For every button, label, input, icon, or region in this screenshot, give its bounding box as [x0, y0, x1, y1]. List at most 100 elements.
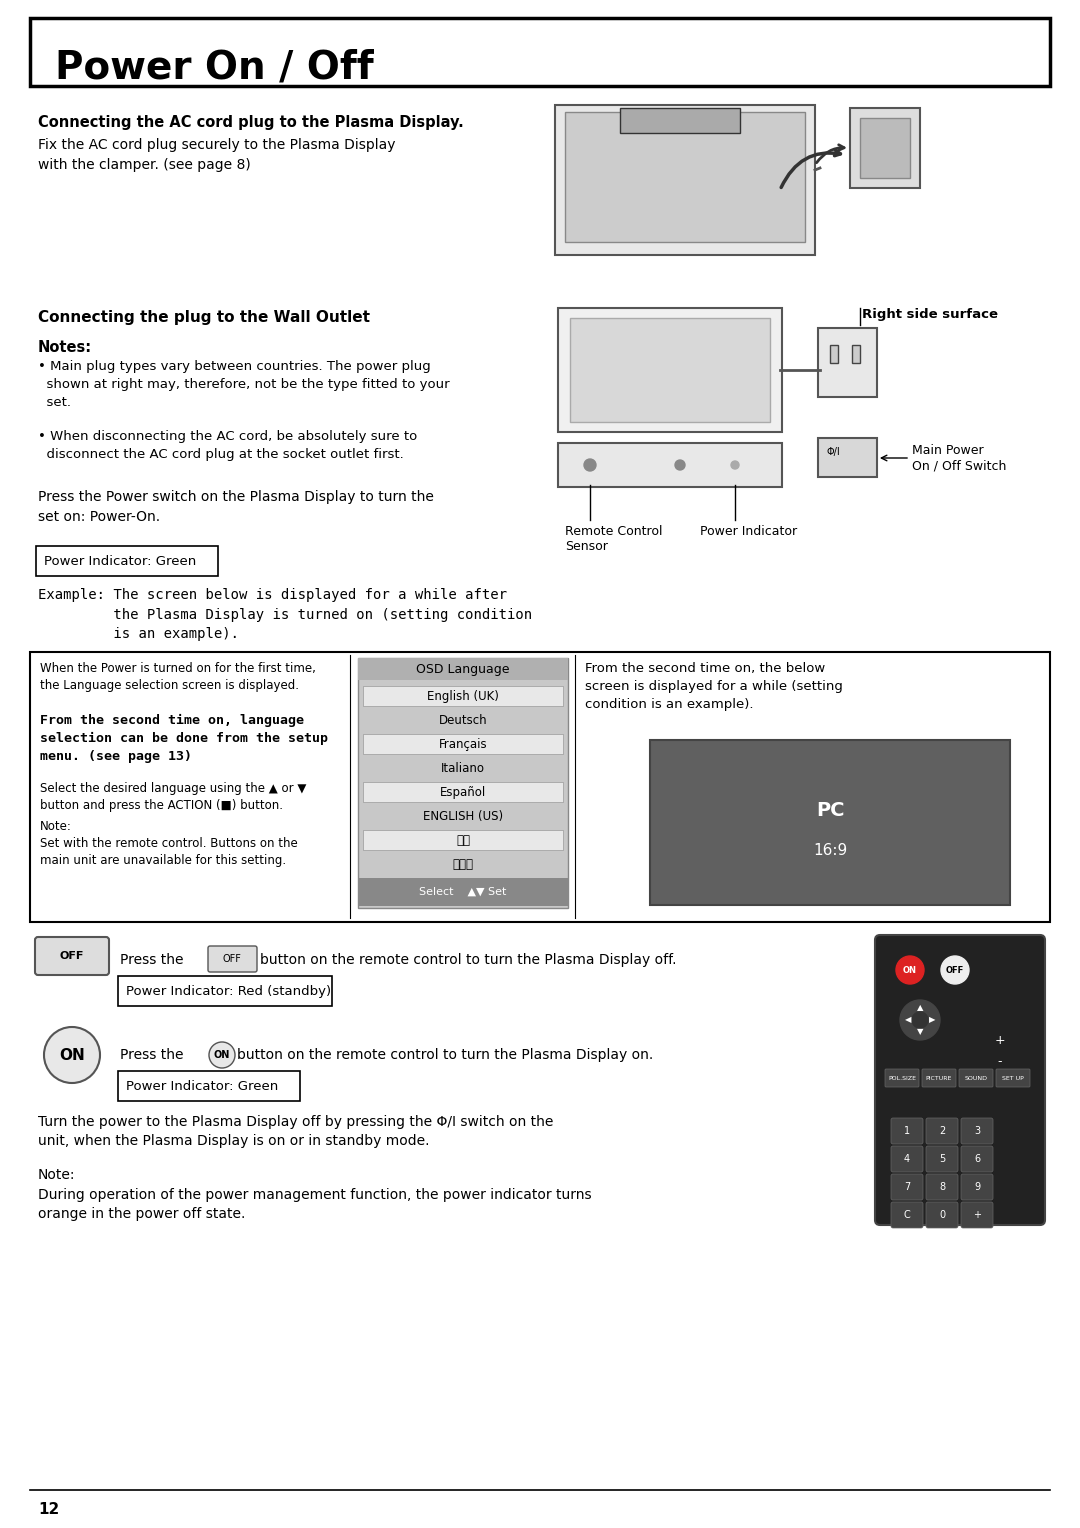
FancyBboxPatch shape — [208, 946, 257, 972]
Text: Example: The screen below is displayed for a while after
         the Plasma Dis: Example: The screen below is displayed f… — [38, 588, 532, 642]
Text: Press the: Press the — [120, 953, 184, 967]
FancyBboxPatch shape — [565, 112, 805, 241]
Text: OSD Language: OSD Language — [416, 663, 510, 675]
FancyBboxPatch shape — [961, 1203, 993, 1229]
Text: 2: 2 — [939, 1126, 945, 1135]
FancyBboxPatch shape — [850, 108, 920, 188]
Text: OFF: OFF — [59, 950, 84, 961]
Text: Power Indicator: Red (standby): Power Indicator: Red (standby) — [126, 984, 332, 998]
Text: OFF: OFF — [222, 953, 242, 964]
FancyBboxPatch shape — [875, 935, 1045, 1225]
FancyBboxPatch shape — [885, 1070, 919, 1086]
Text: ON: ON — [903, 966, 917, 975]
FancyBboxPatch shape — [961, 1174, 993, 1199]
Text: Español: Español — [440, 785, 486, 799]
Text: 0: 0 — [939, 1210, 945, 1219]
FancyBboxPatch shape — [30, 18, 1050, 86]
Text: Main Power
On / Off Switch: Main Power On / Off Switch — [912, 445, 1007, 472]
Text: PC: PC — [815, 801, 845, 819]
Text: Connecting the AC cord plug to the Plasma Display.: Connecting the AC cord plug to the Plasm… — [38, 115, 463, 130]
Text: ▲: ▲ — [917, 1004, 923, 1013]
Text: ▼: ▼ — [917, 1027, 923, 1036]
Circle shape — [44, 1027, 100, 1083]
Text: ENGLISH (US): ENGLISH (US) — [423, 810, 503, 822]
FancyBboxPatch shape — [891, 1174, 923, 1199]
Text: 9: 9 — [974, 1183, 980, 1192]
FancyBboxPatch shape — [891, 1203, 923, 1229]
Text: C: C — [904, 1210, 910, 1219]
Text: Select    ▲▼ Set: Select ▲▼ Set — [419, 886, 507, 897]
FancyBboxPatch shape — [818, 439, 877, 477]
Text: From the second time on, the below
screen is displayed for a while (setting
cond: From the second time on, the below scree… — [585, 662, 842, 711]
Text: Φ/I: Φ/I — [826, 448, 840, 457]
FancyBboxPatch shape — [36, 545, 218, 576]
Text: +: + — [995, 1033, 1005, 1047]
Text: Power Indicator: Green: Power Indicator: Green — [44, 555, 197, 567]
FancyBboxPatch shape — [831, 345, 838, 364]
Text: 7: 7 — [904, 1183, 910, 1192]
Text: +: + — [973, 1210, 981, 1219]
Text: Power On / Off: Power On / Off — [55, 47, 374, 86]
FancyBboxPatch shape — [961, 1118, 993, 1144]
FancyBboxPatch shape — [570, 318, 770, 422]
FancyBboxPatch shape — [363, 782, 563, 802]
Text: Right side surface: Right side surface — [862, 309, 998, 321]
Text: When the Power is turned on for the first time,
the Language selection screen is: When the Power is turned on for the firs… — [40, 662, 315, 692]
FancyBboxPatch shape — [891, 1146, 923, 1172]
Text: Fix the AC cord plug securely to the Plasma Display
with the clamper. (see page : Fix the AC cord plug securely to the Pla… — [38, 138, 395, 171]
Circle shape — [912, 1012, 928, 1028]
Text: 1: 1 — [904, 1126, 910, 1135]
FancyBboxPatch shape — [926, 1146, 958, 1172]
Text: ◀: ◀ — [905, 1016, 912, 1024]
Text: SOUND: SOUND — [964, 1076, 987, 1080]
Circle shape — [675, 460, 685, 471]
Text: 5: 5 — [939, 1154, 945, 1164]
FancyBboxPatch shape — [926, 1203, 958, 1229]
FancyBboxPatch shape — [555, 105, 815, 255]
Text: SET UP: SET UP — [1002, 1076, 1024, 1080]
Text: Connecting the plug to the Wall Outlet: Connecting the plug to the Wall Outlet — [38, 310, 370, 325]
FancyBboxPatch shape — [357, 659, 568, 908]
Text: button on the remote control to turn the Plasma Display on.: button on the remote control to turn the… — [237, 1048, 653, 1062]
Text: Press the: Press the — [120, 1048, 184, 1062]
Text: Power Indicator: Power Indicator — [700, 526, 797, 538]
FancyBboxPatch shape — [818, 329, 877, 397]
Text: 中文: 中文 — [456, 833, 470, 847]
Text: • Main plug types vary between countries. The power plug
  shown at right may, t: • Main plug types vary between countries… — [38, 361, 449, 410]
FancyBboxPatch shape — [35, 937, 109, 975]
Circle shape — [900, 999, 940, 1041]
Text: Français: Français — [438, 738, 487, 750]
Text: 16:9: 16:9 — [813, 842, 847, 857]
FancyBboxPatch shape — [118, 1071, 300, 1102]
Circle shape — [896, 957, 924, 984]
Text: Note:
Set with the remote control. Buttons on the
main unit are unavailable for : Note: Set with the remote control. Butto… — [40, 821, 298, 866]
FancyBboxPatch shape — [926, 1174, 958, 1199]
Text: OFF: OFF — [946, 966, 964, 975]
FancyBboxPatch shape — [852, 345, 860, 364]
Text: Notes:: Notes: — [38, 341, 92, 354]
Text: 12: 12 — [38, 1502, 59, 1517]
Circle shape — [210, 1042, 235, 1068]
FancyBboxPatch shape — [363, 830, 563, 850]
FancyBboxPatch shape — [357, 659, 568, 680]
Text: Select the desired language using the ▲ or ▼
button and press the ACTION (■) but: Select the desired language using the ▲ … — [40, 782, 307, 811]
Text: button on the remote control to turn the Plasma Display off.: button on the remote control to turn the… — [260, 953, 676, 967]
Text: 3: 3 — [974, 1126, 980, 1135]
Text: Turn the power to the Plasma Display off by pressing the Φ/I switch on the
unit,: Turn the power to the Plasma Display off… — [38, 1115, 553, 1149]
Text: ON: ON — [214, 1050, 230, 1060]
Text: ▶: ▶ — [929, 1016, 935, 1024]
Text: POL.SIZE: POL.SIZE — [888, 1076, 916, 1080]
Text: Deutsch: Deutsch — [438, 714, 487, 726]
FancyBboxPatch shape — [926, 1118, 958, 1144]
FancyBboxPatch shape — [650, 740, 1010, 905]
Text: Italiano: Italiano — [441, 761, 485, 775]
FancyBboxPatch shape — [558, 309, 782, 432]
FancyBboxPatch shape — [118, 976, 332, 1005]
Text: Remote Control
Sensor: Remote Control Sensor — [565, 526, 662, 553]
Circle shape — [584, 458, 596, 471]
Text: Note:
During operation of the power management function, the power indicator tur: Note: During operation of the power mana… — [38, 1167, 592, 1221]
FancyBboxPatch shape — [558, 443, 782, 487]
Text: ON: ON — [59, 1048, 85, 1062]
Text: Power Indicator: Green: Power Indicator: Green — [126, 1079, 279, 1093]
Text: From the second time on, language
selection can be done from the setup
menu. (se: From the second time on, language select… — [40, 714, 328, 762]
